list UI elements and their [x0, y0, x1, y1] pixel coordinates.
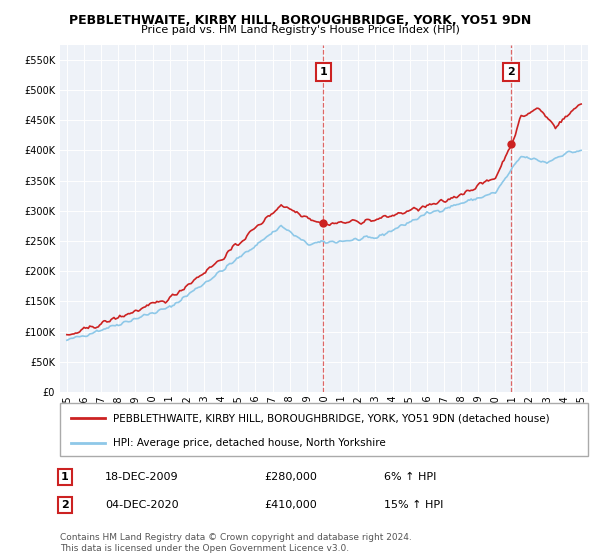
Text: 2: 2	[508, 67, 515, 77]
Text: Price paid vs. HM Land Registry's House Price Index (HPI): Price paid vs. HM Land Registry's House …	[140, 25, 460, 35]
Text: 18-DEC-2009: 18-DEC-2009	[105, 472, 179, 482]
Text: 2: 2	[61, 500, 68, 510]
Text: PEBBLETHWAITE, KIRBY HILL, BOROUGHBRIDGE, YORK, YO51 9DN (detached house): PEBBLETHWAITE, KIRBY HILL, BOROUGHBRIDGE…	[113, 413, 550, 423]
Text: 15% ↑ HPI: 15% ↑ HPI	[384, 500, 443, 510]
Text: 6% ↑ HPI: 6% ↑ HPI	[384, 472, 436, 482]
Text: Contains HM Land Registry data © Crown copyright and database right 2024.
This d: Contains HM Land Registry data © Crown c…	[60, 533, 412, 553]
FancyBboxPatch shape	[60, 403, 588, 456]
Text: HPI: Average price, detached house, North Yorkshire: HPI: Average price, detached house, Nort…	[113, 438, 386, 448]
Text: 04-DEC-2020: 04-DEC-2020	[105, 500, 179, 510]
Text: 1: 1	[319, 67, 327, 77]
Text: £280,000: £280,000	[264, 472, 317, 482]
Text: £410,000: £410,000	[264, 500, 317, 510]
Text: 1: 1	[61, 472, 68, 482]
Text: PEBBLETHWAITE, KIRBY HILL, BOROUGHBRIDGE, YORK, YO51 9DN: PEBBLETHWAITE, KIRBY HILL, BOROUGHBRIDGE…	[69, 14, 531, 27]
